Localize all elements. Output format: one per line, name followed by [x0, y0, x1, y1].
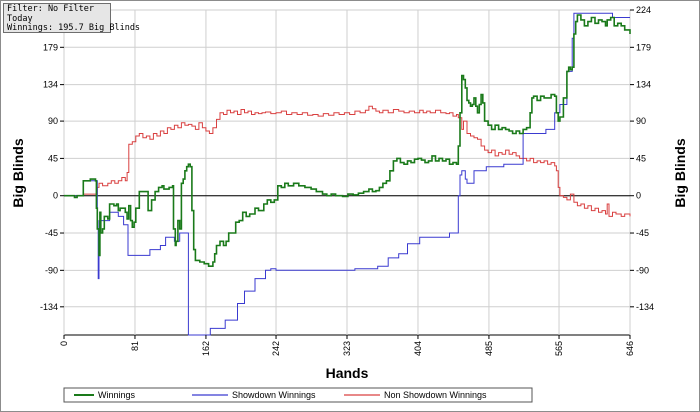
- x-tick-label: 242: [271, 341, 281, 356]
- y-tick-label-left: 179: [43, 42, 58, 52]
- y-tick-label-right: -134: [636, 302, 654, 312]
- y-tick-label-right: 179: [636, 42, 651, 52]
- x-tick-label: 81: [130, 341, 140, 351]
- series-non-showdown-line: [64, 105, 631, 217]
- x-tick-label: 162: [201, 341, 211, 356]
- y-tick-label-right: 134: [636, 80, 651, 90]
- y-tick-label-left: 90: [48, 116, 58, 126]
- x-tick-label: 323: [342, 341, 352, 356]
- y-tick-label-right: -45: [636, 228, 649, 238]
- y-tick-label-right: 45: [636, 153, 646, 163]
- legend: Winnings Showdown Winnings Non Showdown …: [63, 387, 533, 403]
- winnings-summary: Winnings: 195.7 Big Blinds: [7, 23, 141, 33]
- filter-label: Filter: No Filter: [7, 4, 94, 14]
- x-tick-label: 485: [484, 341, 494, 356]
- x-tick-label: 404: [413, 341, 423, 356]
- legend-label-showdown: Showdown Winnings: [232, 390, 316, 400]
- y-tick-label-left: -45: [45, 228, 58, 238]
- x-axis-title: Hands: [326, 365, 369, 381]
- legend-label-winnings: Winnings: [98, 390, 136, 400]
- series-showdown-line: [64, 12, 630, 336]
- x-tick-label: 565: [554, 341, 564, 356]
- series-layer: [64, 12, 631, 336]
- y-tick-label-right: 90: [636, 116, 646, 126]
- y-tick-label-right: -90: [636, 265, 649, 275]
- y-tick-label-left: 45: [48, 153, 58, 163]
- y-tick-label-left: 134: [43, 80, 58, 90]
- y-tick-label-left: -134: [40, 302, 58, 312]
- y-tick-label-right: 0: [636, 191, 641, 201]
- filter-info-box: Filter: No Filter Today Winnings: 195.7 …: [3, 3, 141, 33]
- date-range-label: Today: [7, 13, 33, 24]
- y-tick-label-right: 224: [636, 5, 651, 15]
- series-winnings-line: [64, 14, 631, 267]
- right-y-ticks: 224 179 134 90 45 0 -45 -90 -134: [630, 5, 654, 312]
- x-ticks: 0 81 162 242 323 404 485 565 646: [59, 335, 635, 356]
- left-y-axis-title: Big Blinds: [10, 138, 26, 207]
- x-tick-label: 646: [625, 341, 635, 356]
- y-tick-label-left: -90: [45, 265, 58, 275]
- x-tick-label: 0: [59, 341, 69, 346]
- y-tick-label-left: 0: [53, 191, 58, 201]
- legend-label-non-showdown: Non Showdown Winnings: [384, 390, 487, 400]
- legend-box: [63, 387, 533, 403]
- right-y-axis-title: Big Blinds: [672, 138, 688, 207]
